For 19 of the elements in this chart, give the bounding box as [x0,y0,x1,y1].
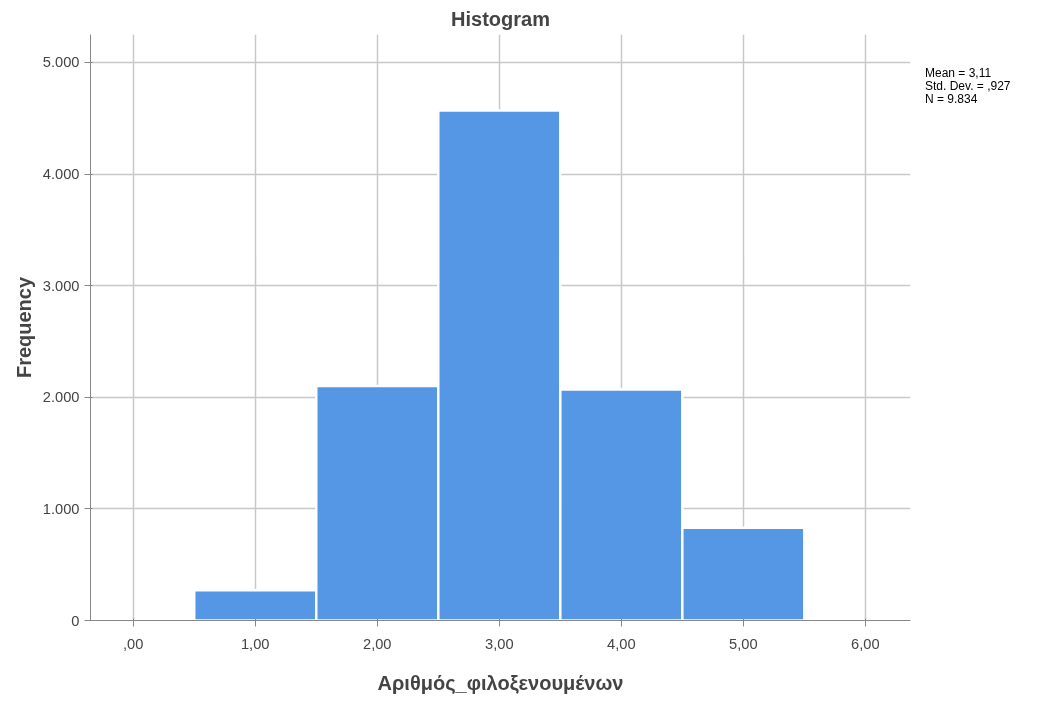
y-tick-label: 1.000 [42,500,80,517]
y-tick-label: 2.000 [42,389,80,406]
y-tick-label: 0 [71,612,80,629]
chart-title: Histogram [451,7,550,30]
x-tick-label: 5,00 [729,635,758,652]
x-tick-label: 2,00 [362,635,392,652]
x-tick-label: 3,00 [485,635,514,652]
text: Mean = 3,11 [925,66,992,80]
x-tick-label: 6,00 [851,635,880,652]
x-tick-label: 1,00 [240,635,270,652]
x-axis-title: Αριθμός_φιλοξενουμένων [377,671,624,694]
y-tick-label: 3.000 [42,277,80,294]
text: Std. Dev. = ,927 [925,79,1011,94]
text: N = 9.834 [925,92,978,107]
y-tick-label: 4.000 [42,166,80,183]
y-tick-label: 5.000 [42,54,80,71]
y-axis-title: Frequency [12,276,35,379]
x-tick-label: 4,00 [607,635,636,652]
x-tick-label: ,00 [123,635,144,652]
